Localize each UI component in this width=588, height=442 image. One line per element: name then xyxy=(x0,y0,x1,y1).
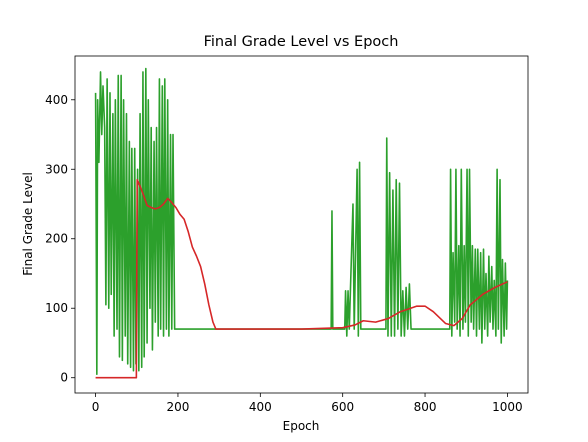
y-tick-label: 0 xyxy=(60,371,68,385)
y-tick-label: 100 xyxy=(45,301,68,315)
y-tick-label: 200 xyxy=(45,232,68,246)
y-tick-label: 400 xyxy=(45,93,68,107)
x-tick-label: 800 xyxy=(414,400,437,414)
x-tick-label: 0 xyxy=(92,400,100,414)
data-line xyxy=(94,67,509,376)
x-tick-label: 600 xyxy=(331,400,354,414)
plot-frame xyxy=(74,55,529,394)
chart-title: Final Grade Level vs Epoch xyxy=(204,34,399,50)
x-tick-label: 1000 xyxy=(492,400,523,414)
x-axis-label: Epoch xyxy=(283,419,320,433)
data-line xyxy=(95,178,508,379)
y-tick-label: 300 xyxy=(45,162,68,176)
x-tick-label: 200 xyxy=(167,400,190,414)
x-tick-label: 400 xyxy=(249,400,272,414)
y-axis-label: Final Grade Level xyxy=(21,172,35,276)
